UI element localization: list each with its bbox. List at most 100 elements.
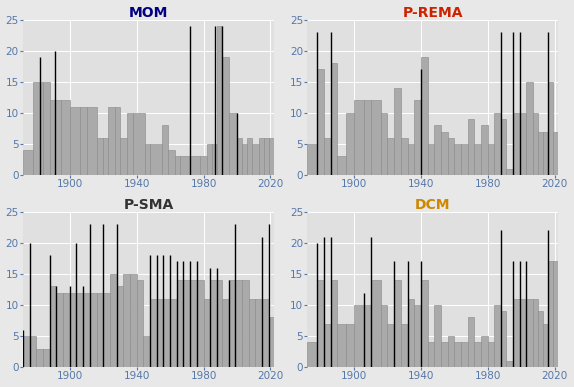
Bar	[217, 280, 222, 367]
Bar	[394, 88, 401, 175]
Bar	[212, 144, 217, 175]
Bar	[96, 138, 103, 175]
Bar	[117, 286, 123, 367]
Bar	[468, 119, 474, 175]
Bar	[103, 293, 110, 367]
Bar	[133, 113, 145, 175]
Bar	[23, 150, 33, 175]
Bar	[150, 144, 162, 175]
Bar	[56, 293, 63, 367]
Bar	[331, 63, 338, 175]
Bar	[435, 125, 441, 175]
Bar	[157, 299, 164, 367]
Bar	[307, 342, 317, 367]
Bar	[317, 280, 324, 367]
Bar	[324, 138, 331, 175]
Bar	[204, 299, 210, 367]
Bar	[228, 113, 237, 175]
Bar	[381, 113, 387, 175]
Bar	[237, 138, 242, 175]
Bar	[307, 144, 317, 175]
Bar	[461, 144, 468, 175]
Bar	[70, 107, 80, 175]
Bar	[145, 144, 150, 175]
Bar	[30, 336, 36, 367]
Bar	[448, 336, 455, 367]
Bar	[164, 299, 170, 367]
Bar	[324, 324, 331, 367]
Bar	[255, 299, 262, 367]
Bar	[222, 57, 228, 175]
Bar	[346, 113, 354, 175]
Bar	[506, 169, 513, 175]
Bar	[43, 82, 50, 175]
Bar	[371, 280, 381, 367]
Bar	[543, 132, 548, 175]
Bar	[210, 280, 217, 367]
Bar	[501, 119, 506, 175]
Bar	[519, 113, 526, 175]
Bar	[371, 101, 381, 175]
Bar	[184, 280, 190, 367]
Bar	[381, 305, 387, 367]
Bar	[61, 101, 70, 175]
Bar	[217, 26, 222, 175]
Bar	[55, 101, 61, 175]
Bar	[200, 156, 207, 175]
Bar	[130, 274, 137, 367]
Bar	[421, 57, 428, 175]
Bar	[474, 144, 481, 175]
Bar	[394, 280, 401, 367]
Bar	[252, 144, 259, 175]
Bar	[242, 144, 247, 175]
Bar	[421, 280, 428, 367]
Bar	[87, 107, 96, 175]
Bar	[222, 299, 228, 367]
Bar	[538, 311, 543, 367]
Bar	[448, 138, 455, 175]
Bar	[513, 113, 519, 175]
Bar	[513, 299, 519, 367]
Bar	[488, 342, 494, 367]
Bar	[533, 299, 538, 367]
Bar	[249, 299, 255, 367]
Bar	[269, 138, 274, 175]
Bar	[247, 138, 252, 175]
Bar	[441, 132, 448, 175]
Bar	[70, 293, 76, 367]
Bar	[127, 113, 133, 175]
Bar	[108, 107, 115, 175]
Bar	[435, 305, 441, 367]
Bar	[474, 342, 481, 367]
Bar	[408, 144, 414, 175]
Bar	[553, 132, 558, 175]
Bar	[242, 280, 249, 367]
Bar	[120, 138, 127, 175]
Title: MOM: MOM	[129, 5, 168, 20]
Bar	[115, 107, 120, 175]
Bar	[228, 280, 235, 367]
Bar	[123, 274, 130, 367]
Bar	[110, 274, 117, 367]
Bar	[408, 299, 414, 367]
Bar	[23, 336, 30, 367]
Bar	[33, 82, 43, 175]
Bar	[468, 317, 474, 367]
Bar	[150, 299, 157, 367]
Bar	[401, 138, 408, 175]
Bar	[180, 156, 190, 175]
Bar	[207, 144, 212, 175]
Bar	[387, 138, 394, 175]
Bar	[533, 113, 538, 175]
Bar	[494, 305, 501, 367]
Bar	[50, 286, 56, 367]
Bar	[90, 293, 96, 367]
Bar	[346, 324, 354, 367]
Title: P-SMA: P-SMA	[123, 198, 173, 212]
Bar	[264, 138, 269, 175]
Bar	[526, 82, 533, 175]
Bar	[428, 144, 435, 175]
Bar	[364, 101, 371, 175]
Bar	[414, 305, 421, 367]
Bar	[338, 324, 346, 367]
